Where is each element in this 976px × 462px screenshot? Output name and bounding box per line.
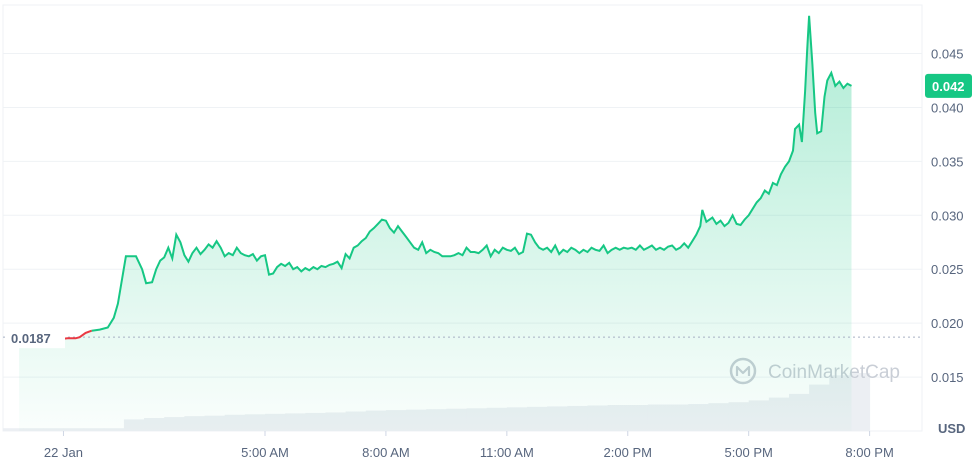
currency-label: USD	[938, 421, 965, 436]
y-tick-label: 0.035	[931, 154, 964, 169]
y-tick-label: 0.020	[931, 316, 964, 331]
x-axis-ticks: 22 Jan 5:00 AM 8:00 AM 11:00 AM 2:00 PM 5:00 …	[44, 431, 894, 460]
current-price-badge	[925, 73, 972, 98]
x-tick-label: 8:00 AM	[362, 445, 410, 460]
volume-bar	[849, 373, 871, 431]
current-price-text: 0.042	[932, 79, 965, 94]
price-line-above-open	[91, 15, 852, 332]
y-axis-ticks: 0.015 0.020 0.025 0.030 0.035 0.040 0.045	[931, 47, 964, 386]
y-tick-label: 0.045	[931, 47, 964, 62]
x-tick-label: 22 Jan	[44, 445, 83, 460]
volume-bar	[3, 428, 24, 431]
price-area-fill	[19, 15, 852, 432]
x-tick-label: 2:00 PM	[604, 445, 652, 460]
y-tick-label: 0.030	[931, 208, 964, 223]
x-tick-label: 8:00 PM	[845, 445, 893, 460]
open-price-label: 0.0187	[11, 331, 51, 346]
x-tick-label: 11:00 AM	[480, 445, 534, 460]
y-tick-label: 0.015	[931, 370, 964, 385]
x-tick-label: 5:00 AM	[241, 445, 289, 460]
x-tick-label: 5:00 PM	[724, 445, 772, 460]
open-price-label-bg	[5, 329, 65, 349]
y-tick-label: 0.025	[931, 262, 964, 277]
y-tick-label: 0.040	[931, 100, 964, 115]
